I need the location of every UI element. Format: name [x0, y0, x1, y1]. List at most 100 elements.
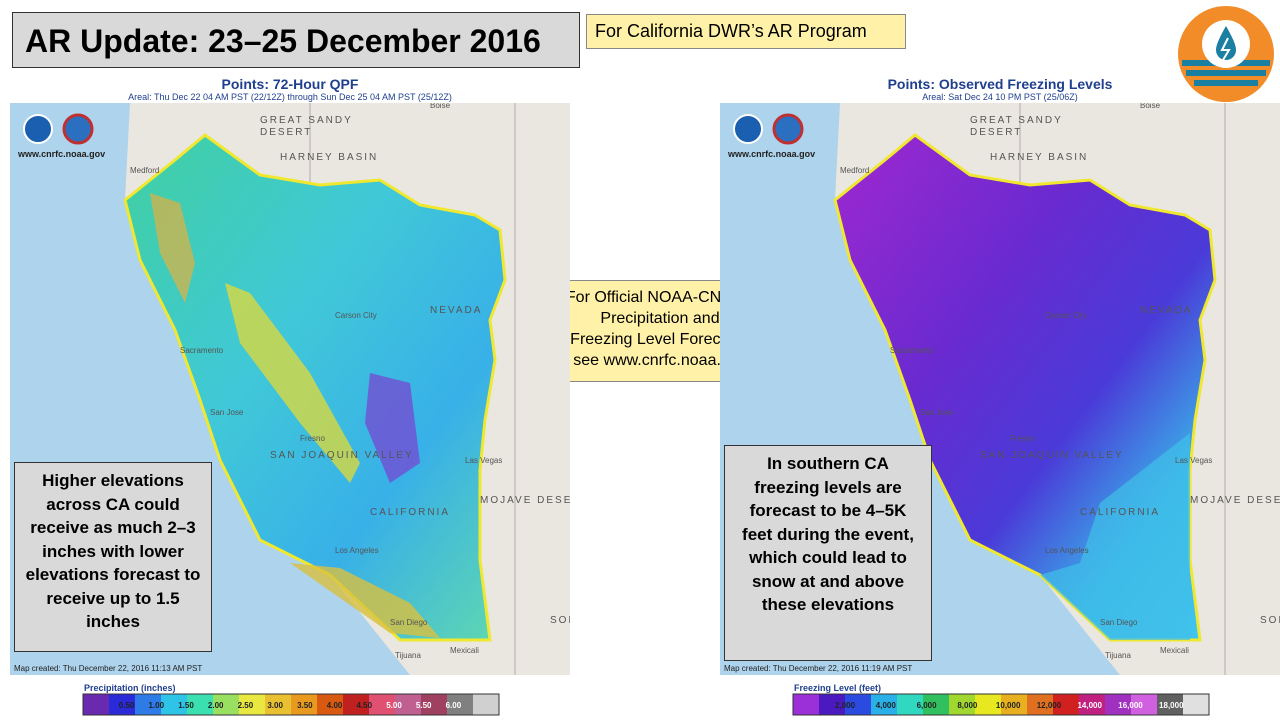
legend-swatch [395, 694, 422, 715]
legend-swatch [265, 694, 292, 715]
place-label: SAN JOAQUIN VALLEY [270, 450, 414, 461]
legend-label: 8,000 [957, 701, 978, 710]
created-label: Map created: Thu December 22, 2016 11:19… [724, 664, 912, 673]
legend-label: 18,000 [1159, 701, 1184, 710]
note: Higher elevations across CA could receiv… [14, 462, 212, 652]
place-label: Tijuana [395, 651, 421, 660]
legend-swatch [317, 694, 344, 715]
place-label: Tijuana [1105, 651, 1131, 660]
legend-swatch [1001, 694, 1028, 715]
note-line: For Official NOAA-CNRFC [565, 289, 755, 306]
place-label: Boise [430, 103, 451, 110]
place-label: Medford [130, 166, 159, 175]
legend-swatch [187, 694, 214, 715]
place-label: San Diego [390, 618, 428, 627]
legend-label: 4.00 [327, 701, 343, 710]
legend-swatch [135, 694, 162, 715]
place-label: NEVADA [430, 305, 482, 316]
note-line: Freezing Level Forecasts [570, 331, 750, 348]
legend-swatch [923, 694, 950, 715]
legend-swatch [949, 694, 976, 715]
high-area [365, 373, 420, 483]
place-label: Mexicali [1160, 646, 1189, 655]
legend-frame [82, 693, 500, 716]
legend-label: 6,000 [917, 701, 938, 710]
legend-swatch [845, 694, 872, 715]
place-label: Fresno [1010, 434, 1035, 443]
legend-swatch [473, 694, 500, 715]
legend-label: 4.50 [356, 701, 372, 710]
place-label: SONORA [550, 615, 570, 626]
site-label: www.cnrfc.noaa.gov [17, 149, 105, 159]
place-label: DESERT [260, 127, 312, 138]
place-label: Carson City [335, 311, 377, 320]
place-label: San Jose [920, 408, 954, 417]
legend-bar: 0.50 1.00 1.50 2.00 2.50 3.00 3.50 4.00 4.50 5.00… [82, 693, 500, 716]
logo-nws [62, 113, 94, 145]
place-label: MOJAVE DESERT [1190, 495, 1280, 506]
place-label: GREAT SANDY [260, 115, 353, 126]
legend-swatch [83, 694, 110, 715]
place-label: Sacramento [890, 346, 934, 355]
legend-label: 1.00 [148, 701, 164, 710]
place-label: Mexicali [450, 646, 479, 655]
place-label: GREAT SANDY [970, 115, 1063, 126]
place-label: Boise [1140, 103, 1161, 110]
legend-swatch [213, 694, 240, 715]
legend-label: 1.50 [178, 701, 194, 710]
legend-label: 2,000 [835, 701, 856, 710]
place-label: HARNEY BASIN [280, 152, 378, 163]
legend-label: 3.50 [297, 701, 313, 710]
note: In southern CA freezing levels are forec… [724, 445, 932, 661]
legend-label: 2.50 [238, 701, 254, 710]
legend-swatch [975, 694, 1002, 715]
legend-swatch [897, 694, 924, 715]
legend-swatch [1079, 694, 1106, 715]
legend-label: 5.00 [386, 701, 402, 710]
valley-band [225, 283, 360, 483]
site-label: www.cnrfc.noaa.gov [727, 149, 815, 159]
legend-swatch [343, 694, 370, 715]
legend-label: 4,000 [876, 701, 897, 710]
south-zone [1040, 433, 1190, 640]
place-label: Medford [840, 166, 869, 175]
legend-label: 12,000 [1037, 701, 1062, 710]
legend-label: 2.00 [208, 701, 224, 710]
legend-swatch [819, 694, 846, 715]
legend-label: 10,000 [996, 701, 1021, 710]
slide-title: AR Update: 23–25 December 2016 [12, 12, 580, 68]
legend-label: 14,000 [1077, 701, 1102, 710]
legend-swatch [1027, 694, 1054, 715]
map-title: Points: 72-Hour QPF [221, 76, 359, 92]
logo-noaa [733, 114, 763, 144]
created-label: Map created: Thu December 22, 2016 11:13… [14, 664, 202, 673]
legend-label: 3.00 [267, 701, 283, 710]
logo-nws [772, 113, 804, 145]
legend-title: Precipitation (inches) [84, 683, 176, 693]
place-label: CALIFORNIA [1080, 507, 1160, 518]
legend-swatch [291, 694, 318, 715]
place-label: Sacramento [180, 346, 224, 355]
note-line: see www.cnrfc.noaa.gov [573, 352, 747, 369]
legend-swatch [1053, 694, 1080, 715]
note-line: Precipitation and [600, 310, 720, 327]
legend-frame [792, 693, 1210, 716]
coast-band [150, 193, 195, 303]
logo [1178, 6, 1274, 102]
map-subtitle: Areal: Sat Dec 24 10 PM PST (25/06Z) [922, 92, 1078, 102]
legend-swatch [871, 694, 898, 715]
place-label: Los Angeles [335, 546, 379, 555]
legend-title: Freezing Level (feet) [794, 683, 882, 693]
legend-swatch [421, 694, 448, 715]
place-label: Las Vegas [1175, 456, 1212, 465]
legend-swatch [1183, 694, 1210, 715]
place-label: Carson City [1045, 311, 1087, 320]
place-label: HARNEY BASIN [990, 152, 1088, 163]
place-label: Fresno [300, 434, 325, 443]
legend-bar: 2,000 4,000 6,000 8,000 10,000 12,000 14,000 16… [792, 693, 1210, 716]
place-label: San Jose [210, 408, 244, 417]
legend-label: 16,000 [1118, 701, 1143, 710]
legend-swatch [239, 694, 266, 715]
